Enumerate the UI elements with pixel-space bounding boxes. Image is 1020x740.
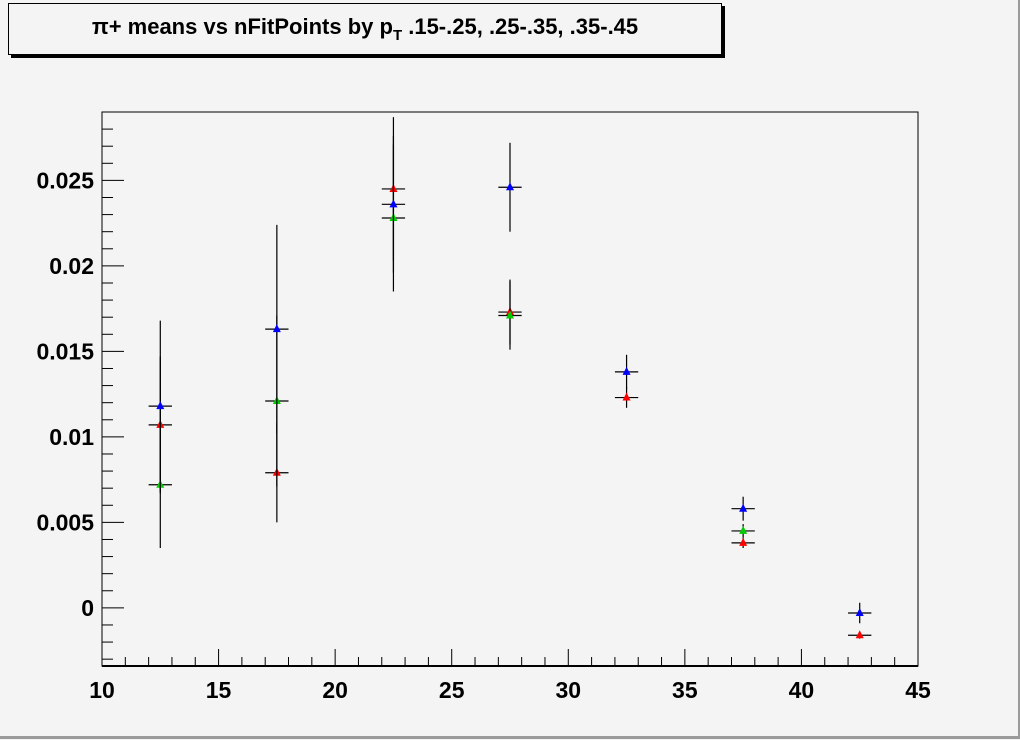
y-tick-label: 0.015 bbox=[36, 338, 94, 364]
title-subscript: T bbox=[392, 27, 403, 44]
data-point-series-2 bbox=[622, 366, 631, 375]
data-point-series-2 bbox=[739, 503, 748, 512]
y-tick-label: 0 bbox=[81, 595, 94, 621]
x-tick-label: 40 bbox=[789, 677, 815, 703]
x-tick-label: 20 bbox=[322, 677, 348, 703]
x-tick-label: 10 bbox=[89, 677, 115, 703]
x-tick-label: 35 bbox=[672, 677, 698, 703]
data-point-series-2 bbox=[855, 607, 864, 616]
title-text: π+ means vs nFitPoints by p bbox=[91, 14, 393, 39]
data-point-series-0 bbox=[855, 630, 864, 639]
y-tick-label: 0.01 bbox=[49, 424, 94, 450]
data-point-series-0 bbox=[739, 537, 748, 546]
data-point-series-2 bbox=[506, 182, 514, 191]
y-tick-label: 0.025 bbox=[36, 167, 94, 193]
x-tick-label: 25 bbox=[439, 677, 465, 703]
chart-title: π+ means vs nFitPoints by pT .15-.25, .2… bbox=[92, 14, 638, 44]
x-tick-label: 15 bbox=[206, 677, 232, 703]
x-tick-label: 45 bbox=[905, 677, 931, 703]
data-point-series-2 bbox=[389, 199, 398, 208]
title-text-suffix: .15-.25, .25-.35, .35-.45 bbox=[402, 14, 639, 39]
data-point-series-2 bbox=[272, 324, 281, 333]
chart-title-box: π+ means vs nFitPoints by pT .15-.25, .2… bbox=[8, 3, 722, 55]
data-point-series-1 bbox=[506, 310, 514, 319]
data-point-series-0 bbox=[622, 392, 631, 401]
y-tick-label: 0.02 bbox=[49, 253, 94, 279]
data-point-series-2 bbox=[156, 401, 165, 410]
y-tick-label: 0.005 bbox=[36, 509, 94, 535]
data-point-series-1 bbox=[739, 525, 748, 534]
x-tick-label: 30 bbox=[555, 677, 581, 703]
